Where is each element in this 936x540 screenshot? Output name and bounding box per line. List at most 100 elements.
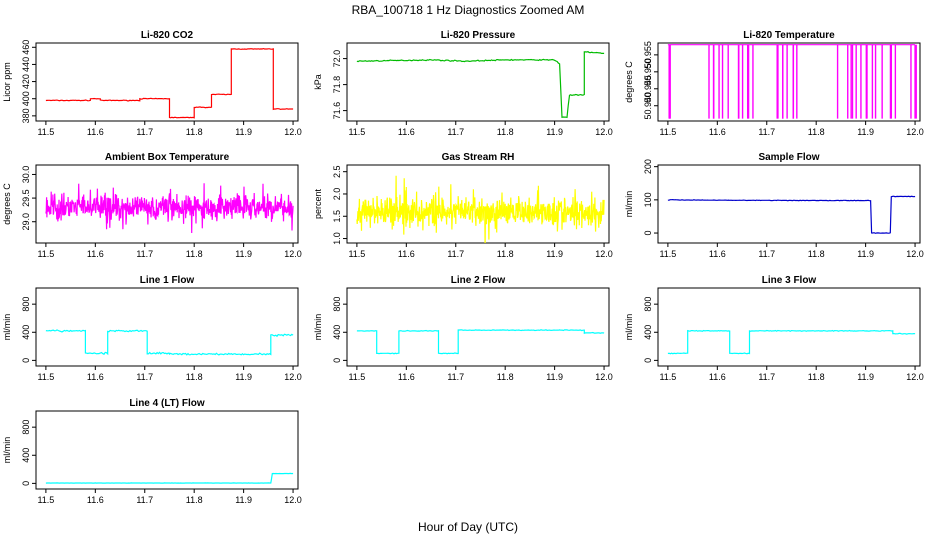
plot-frame <box>346 287 610 367</box>
x-tick-label: 11.6 <box>398 372 415 382</box>
figure-xlabel: Hour of Day (UTC) <box>418 520 518 534</box>
y-tick-label: 72.0 <box>332 50 342 68</box>
panel-title: Li-820 CO2 <box>141 30 194 41</box>
series-line <box>356 51 605 119</box>
x-tick-label: 11.6 <box>87 495 104 505</box>
series-line <box>667 195 916 234</box>
x-tick-label: 11.9 <box>546 249 563 259</box>
x-tick-label: 11.8 <box>497 249 514 259</box>
x-tick-label: 11.5 <box>348 249 365 259</box>
y-tick-label: 29.5 <box>21 189 31 207</box>
plot-frame <box>35 287 299 367</box>
panel-title: Gas Stream RH <box>442 152 515 163</box>
x-tick-label: 11.7 <box>136 372 153 382</box>
x-tick-label: 11.9 <box>546 372 563 382</box>
y-tick-label: 460 <box>21 40 31 55</box>
y-tick-label: 100 <box>643 192 653 207</box>
plot-frame <box>657 42 921 122</box>
y-tick-label: 1.0 <box>332 232 342 245</box>
y-tick-label: 380 <box>21 108 31 123</box>
y-axis-label: percent <box>313 188 323 219</box>
plot-area <box>667 329 916 355</box>
chart-panel-10: Line 4 (LT) Flow 11.5 11.6 11.7 11.8 11.9 12.0… <box>2 398 302 505</box>
x-tick-label: 11.5 <box>659 249 676 259</box>
panel-title: Line 1 Flow <box>140 275 195 286</box>
plot-frame <box>35 410 299 490</box>
x-tick-label: 11.6 <box>87 127 104 137</box>
y-tick-label: 1.5 <box>332 210 342 223</box>
x-tick-label: 11.9 <box>235 495 252 505</box>
plot-area <box>356 175 605 243</box>
x-tick-label: 11.8 <box>808 372 825 382</box>
panel-title: Sample Flow <box>758 152 819 163</box>
chart-panel-8: Line 2 Flow 11.5 11.6 11.7 11.8 11.9 12.0 0 400 8… <box>313 275 613 382</box>
x-tick-label: 11.5 <box>37 127 54 137</box>
chart-panel-2: Li-820 Pressure 11.5 11.6 11.7 11.8 11.9 12.0 7… <box>313 30 613 137</box>
x-tick-label: 11.5 <box>348 127 365 137</box>
x-tick-label: 11.9 <box>857 372 874 382</box>
x-tick-label: 11.6 <box>398 249 415 259</box>
x-tick-label: 11.7 <box>136 495 153 505</box>
y-axis-label: ml/min <box>624 191 634 218</box>
plot-frame <box>35 42 299 122</box>
series-line <box>45 47 294 119</box>
y-tick-label: 800 <box>332 297 342 312</box>
x-tick-label: 11.8 <box>497 127 514 137</box>
series-line <box>45 329 294 356</box>
x-tick-label: 12.0 <box>284 249 302 259</box>
x-tick-label: 12.0 <box>906 249 924 259</box>
y-tick-label: 0 <box>21 358 31 363</box>
x-tick-label: 11.5 <box>659 127 676 137</box>
x-tick-label: 11.7 <box>758 249 775 259</box>
x-tick-label: 11.7 <box>447 372 464 382</box>
x-tick-label: 11.6 <box>709 249 726 259</box>
plot-frame <box>346 164 610 244</box>
x-tick-label: 11.8 <box>186 249 203 259</box>
plot-area <box>356 51 605 119</box>
series-line <box>45 472 294 484</box>
y-tick-label: 420 <box>21 74 31 89</box>
chart-panel-7: Line 1 Flow 11.5 11.6 11.7 11.8 11.9 12.0 0 400 8… <box>2 275 302 382</box>
y-axis-label: ml/min <box>624 314 634 341</box>
y-tick-label: 50.945 <box>643 75 653 103</box>
y-tick-label: 800 <box>21 297 31 312</box>
x-tick-label: 12.0 <box>284 127 302 137</box>
chart-panel-1: Li-820 CO2 11.5 11.6 11.7 11.8 11.9 12.0 380 400… <box>2 30 302 137</box>
x-tick-label: 11.6 <box>87 249 104 259</box>
y-axis-label: ml/min <box>2 314 12 341</box>
chart-panel-3: Li-820 Temperature 11.5 11.6 11.7 11.8 11.9 12… <box>624 30 924 137</box>
y-tick-label: 30.0 <box>21 166 31 184</box>
y-axis-label: ml/min <box>2 437 12 464</box>
x-tick-label: 11.6 <box>87 372 104 382</box>
x-tick-label: 11.9 <box>857 127 874 137</box>
x-tick-label: 11.7 <box>758 372 775 382</box>
plot-area <box>45 472 294 484</box>
x-tick-label: 11.6 <box>398 127 415 137</box>
y-tick-label: 0 <box>643 358 653 363</box>
x-tick-label: 11.7 <box>758 127 775 137</box>
x-tick-label: 11.8 <box>808 127 825 137</box>
x-tick-label: 11.5 <box>348 372 365 382</box>
x-tick-label: 11.6 <box>709 372 726 382</box>
y-tick-label: 400 <box>332 325 342 340</box>
x-tick-label: 11.7 <box>447 127 464 137</box>
x-tick-label: 12.0 <box>906 372 924 382</box>
figure-title: RBA_100718 1 Hz Diagnostics Zoomed AM <box>352 3 585 17</box>
x-tick-label: 11.8 <box>186 127 203 137</box>
plot-area <box>667 44 917 119</box>
plot-frame <box>35 164 299 244</box>
y-axis-label: degrees C <box>624 61 634 103</box>
y-tick-label: 50.950 <box>643 58 653 86</box>
x-tick-label: 12.0 <box>284 372 302 382</box>
y-axis-label: Licor ppm <box>2 62 12 102</box>
y-tick-label: 400 <box>21 91 31 106</box>
y-tick-label: 2.0 <box>332 188 342 201</box>
x-tick-label: 12.0 <box>906 127 924 137</box>
series-line <box>356 329 605 355</box>
chart-panel-4: Ambient Box Temperature 11.5 11.6 11.7 11.8 1… <box>2 152 302 259</box>
y-tick-label: 71.6 <box>332 102 342 120</box>
panel-title: Li-820 Temperature <box>743 30 835 41</box>
plot-area <box>356 329 605 355</box>
y-tick-label: 29.0 <box>21 213 31 231</box>
